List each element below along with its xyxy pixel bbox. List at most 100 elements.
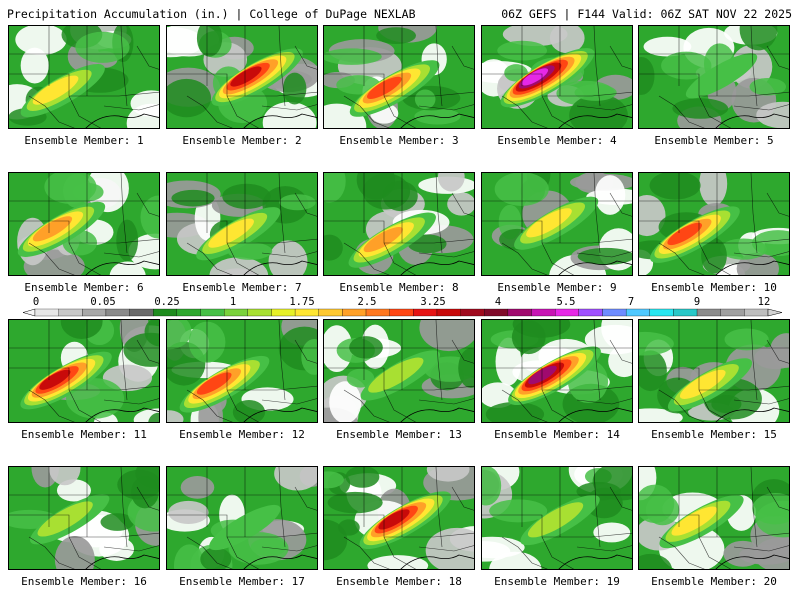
precip-map [324,467,474,569]
ensemble-member-label: Ensemble Member: 14 [494,428,620,441]
ensemble-map-panel [8,25,160,129]
precip-map [167,467,317,569]
precip-map [324,26,474,128]
precip-map [482,173,632,275]
ensemble-member-label: Ensemble Member: 2 [182,134,302,147]
ensemble-member-label: Ensemble Member: 7 [182,281,302,294]
precip-map [482,467,632,569]
colorbar-swatch [176,308,201,317]
colorbar-swatch [129,308,154,317]
ensemble-map-panel [166,319,318,423]
colorbar-swatch [365,308,390,317]
colorbar-swatch [602,308,627,317]
colorbar-tick-label: 12 [757,296,771,308]
colorbar-swatch [294,308,319,317]
precipitation-colorbar: 0 0.05 0.25 1 1.75 2.5 3.25 4 5.5 7 9 12 [0,296,800,318]
header: Precipitation Accumulation (in.) | Colle… [0,0,800,24]
colorbar-tick-label: 9 [693,296,701,308]
ensemble-map-panel [166,172,318,276]
ensemble-map-panel [481,319,633,423]
ensemble-map-panel [8,172,160,276]
precip-map [9,173,159,275]
ensemble-member-label: Ensemble Member: 18 [336,575,462,588]
colorbar-swatch [625,308,650,317]
colorbar-tick-label: 5.5 [556,296,576,308]
precip-map [9,467,159,569]
precip-map [167,320,317,422]
ensemble-member-label: Ensemble Member: 9 [497,281,617,294]
colorbar-swatch [744,308,769,317]
ensemble-member-label: Ensemble Member: 10 [651,281,777,294]
precip-map [639,173,789,275]
ensemble-member-label: Ensemble Member: 4 [497,134,617,147]
ensemble-map-panel [638,25,790,129]
colorbar-tick-label: 3.25 [420,296,446,308]
ensemble-map-panel [481,466,633,570]
precip-map [482,320,632,422]
colorbar-swatch [507,308,532,317]
colorbar-swatch [649,308,674,317]
page-title: Precipitation Accumulation (in.) | Colle… [7,7,416,21]
colorbar-swatch [578,308,603,317]
colorbar-swatch [247,308,272,317]
colorbar-swatch [460,308,485,317]
colorbar-swatch [484,308,509,317]
model-run-info: 06Z GEFS | F144 Valid: 06Z SAT NOV 22 20… [501,7,792,21]
precip-map [167,26,317,128]
colorbar-swatch [58,308,83,317]
precip-map [482,26,632,128]
ensemble-member-label: Ensemble Member: 6 [24,281,144,294]
colorbar-swatch [555,308,579,317]
ensemble-map-panel [323,466,475,570]
ensemble-member-label: Ensemble Member: 16 [21,575,147,588]
precip-map [639,320,789,422]
colorbar-swatch [224,308,248,317]
colorbar-swatch [82,308,107,317]
ensemble-map-panel [323,25,475,129]
precip-map [639,467,789,569]
colorbar-scale [22,308,783,317]
ensemble-member-label: Ensemble Member: 13 [336,428,462,441]
colorbar-swatch [436,308,461,317]
ensemble-member-label: Ensemble Member: 15 [651,428,777,441]
ensemble-map-panel [638,172,790,276]
precip-map [9,26,159,128]
ensemble-member-label: Ensemble Member: 3 [339,134,459,147]
ensemble-map-panel [481,25,633,129]
ensemble-map-panel [638,319,790,423]
colorbar-right-arrow [767,308,783,317]
colorbar-swatch [342,308,367,317]
ensemble-map-panel [8,319,160,423]
precip-map [324,173,474,275]
ensemble-map-panel [166,25,318,129]
colorbar-swatch [200,308,225,317]
ensemble-member-label: Ensemble Member: 1 [24,134,144,147]
colorbar-swatch [413,308,438,317]
colorbar-tick-label: 0.05 [90,296,116,308]
colorbar-swatch [271,308,296,317]
ensemble-map-panel [481,172,633,276]
colorbar-swatch [34,308,59,317]
colorbar-swatch [318,308,343,317]
colorbar-tick-label: 4 [494,296,502,308]
colorbar-tick-label: 2.5 [357,296,377,308]
precip-map [324,320,474,422]
colorbar-swatch [720,308,745,317]
ensemble-map-panel [166,466,318,570]
ensemble-member-label: Ensemble Member: 17 [179,575,305,588]
precip-map [639,26,789,128]
ensemble-member-label: Ensemble Member: 8 [339,281,459,294]
precip-map [9,320,159,422]
colorbar-tick-label: 1.75 [289,296,315,308]
ensemble-map-panel [8,466,160,570]
colorbar-swatch [673,308,698,317]
ensemble-map-panel [323,319,475,423]
colorbar-swatch [531,308,556,317]
ensemble-member-label: Ensemble Member: 5 [654,134,774,147]
ensemble-member-label: Ensemble Member: 19 [494,575,620,588]
ensemble-member-label: Ensemble Member: 12 [179,428,305,441]
ensemble-map-panel [323,172,475,276]
colorbar-swatch [389,308,414,317]
ensemble-member-label: Ensemble Member: 11 [21,428,147,441]
colorbar-tick-label: 7 [627,296,635,308]
